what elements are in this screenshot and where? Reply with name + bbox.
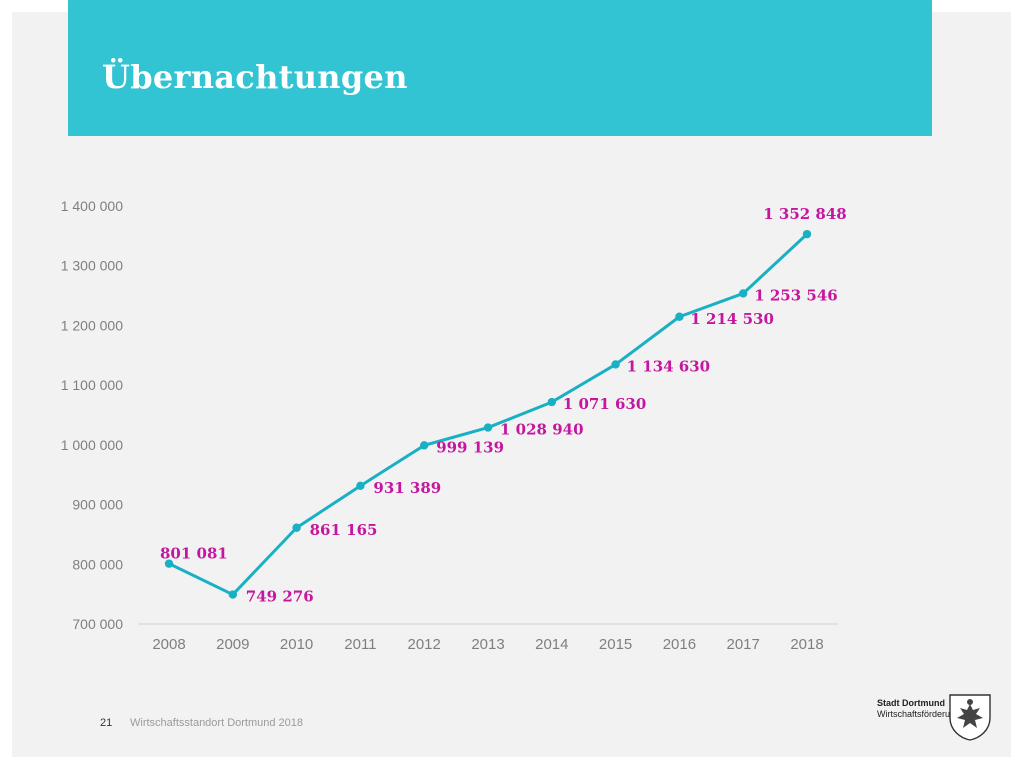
data-point bbox=[164, 559, 174, 568]
data-label: 1 214 530 bbox=[690, 310, 774, 328]
x-tick-label: 2017 bbox=[727, 636, 760, 653]
city-crest-icon bbox=[949, 694, 991, 741]
slide-title: Übernachtungen bbox=[102, 58, 408, 96]
y-tick-label: 1 300 000 bbox=[61, 258, 123, 274]
x-tick-label: 2016 bbox=[663, 636, 696, 653]
data-point bbox=[739, 289, 748, 298]
logo-line-1: Stadt Dortmund bbox=[877, 698, 945, 708]
data-point bbox=[420, 441, 429, 450]
logo-line-2: Wirtschaftsförderung bbox=[877, 709, 961, 719]
y-tick-label: 1 100 000 bbox=[61, 377, 123, 393]
data-label: 861 165 bbox=[310, 521, 378, 539]
data-point bbox=[675, 312, 684, 321]
footer-text: Wirtschaftsstandort Dortmund 2018 bbox=[130, 717, 304, 729]
x-tick-label: 2009 bbox=[216, 636, 249, 653]
data-label: 749 276 bbox=[246, 588, 314, 606]
y-tick-label: 1 400 000 bbox=[61, 198, 123, 214]
data-label: 1 352 848 bbox=[763, 205, 847, 223]
x-tick-label: 2015 bbox=[599, 636, 632, 653]
x-tick-label: 2011 bbox=[344, 636, 376, 653]
y-tick-label: 800 000 bbox=[72, 556, 123, 572]
data-label: 1 253 546 bbox=[754, 286, 838, 304]
series-line bbox=[168, 233, 809, 597]
data-point bbox=[228, 590, 237, 599]
x-tick-label: 2018 bbox=[790, 636, 823, 653]
title-band bbox=[68, 0, 932, 136]
data-label: 1 134 630 bbox=[627, 357, 711, 375]
y-tick-label: 1 000 000 bbox=[61, 437, 123, 453]
data-label: 801 081 bbox=[160, 545, 228, 563]
x-tick-label: 2012 bbox=[408, 636, 441, 653]
data-point bbox=[611, 360, 620, 369]
data-label: 1 028 940 bbox=[500, 421, 584, 439]
x-tick-label: 2010 bbox=[280, 636, 313, 653]
x-tick-label: 2014 bbox=[535, 636, 568, 653]
data-point bbox=[802, 229, 812, 239]
data-point bbox=[483, 423, 493, 432]
data-label: 1 071 630 bbox=[563, 395, 647, 413]
y-tick-label: 900 000 bbox=[72, 497, 123, 513]
data-point bbox=[292, 523, 301, 532]
data-label: 931 389 bbox=[373, 479, 441, 497]
data-point bbox=[356, 481, 365, 491]
y-tick-label: 1 200 000 bbox=[61, 317, 123, 333]
slide-background bbox=[12, 12, 1011, 757]
x-tick-label: 2008 bbox=[152, 636, 185, 653]
y-tick-label: 700 000 bbox=[72, 616, 123, 632]
data-point bbox=[547, 397, 556, 407]
data-label: 999 139 bbox=[436, 438, 504, 456]
x-tick-label: 2013 bbox=[471, 636, 504, 653]
page-number: 21 bbox=[100, 717, 113, 729]
city-logo-text: Stadt Dortmund Wirtschaftsförderung bbox=[877, 698, 960, 720]
